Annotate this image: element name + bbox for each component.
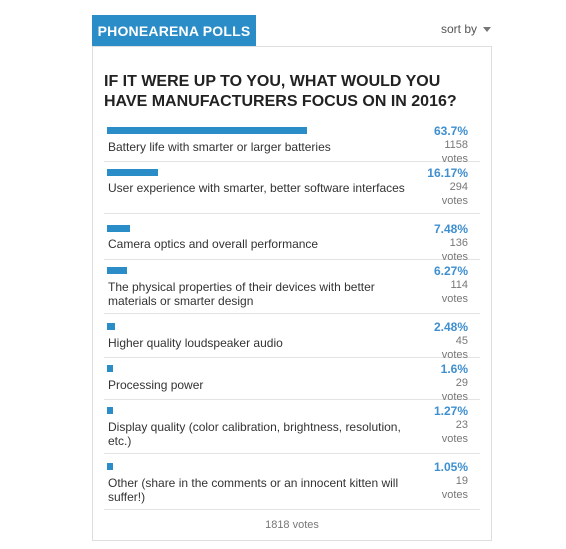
poll-option-bar bbox=[107, 169, 158, 176]
poll-option-bar bbox=[107, 225, 130, 232]
poll-question: IF IT WERE UP TO YOU, WHAT WOULD YOU HAV… bbox=[104, 73, 457, 110]
poll-option-votes: 45 votes bbox=[441, 335, 468, 361]
poll-option-label: Display quality (color calibration, brig… bbox=[108, 420, 401, 448]
poll-option-bar bbox=[107, 463, 113, 470]
poll-option-label: Camera optics and overall performance bbox=[108, 237, 319, 251]
poll-option[interactable]: Higher quality loudspeaker audio 2.48% 4… bbox=[104, 320, 480, 361]
poll-option-label: The physical properties of their devices… bbox=[108, 280, 375, 308]
poll-option-bar bbox=[107, 407, 113, 414]
poll-option-percent: 16.17% bbox=[427, 166, 468, 180]
poll-option-label: Battery life with smarter or larger batt… bbox=[108, 140, 331, 154]
poll-option-votes: 136 votes bbox=[441, 237, 468, 263]
poll-option-label: Other (share in the comments or an innoc… bbox=[108, 476, 399, 504]
poll-option-bar bbox=[107, 365, 113, 372]
poll-option-votes: 114 votes bbox=[441, 279, 468, 305]
poll-option-percent: 63.7% bbox=[433, 124, 468, 138]
sort-label: sort by bbox=[441, 22, 478, 36]
poll-option-percent: 1.6% bbox=[440, 362, 468, 376]
poll-option-votes: 294 votes bbox=[441, 181, 468, 207]
poll-option[interactable]: Battery life with smarter or larger batt… bbox=[104, 124, 480, 165]
poll-option[interactable]: The physical properties of their devices… bbox=[104, 264, 480, 314]
poll-option-percent: 6.27% bbox=[433, 264, 468, 278]
polls-badge: PHONEARENA POLLS bbox=[92, 15, 256, 46]
poll-option-percent: 7.48% bbox=[433, 222, 468, 236]
poll-option-votes: 23 votes bbox=[441, 419, 468, 445]
poll-option-votes: 1158 votes bbox=[441, 139, 468, 165]
total-votes: 1818 votes bbox=[265, 519, 319, 531]
poll-option-bar bbox=[107, 127, 307, 134]
poll-option-votes: 19 votes bbox=[441, 475, 468, 501]
sort-dropdown[interactable]: sort by bbox=[441, 22, 492, 36]
poll-card: IF IT WERE UP TO YOU, WHAT WOULD YOU HAV… bbox=[92, 46, 492, 541]
poll-option-bar bbox=[107, 267, 127, 274]
poll-option-percent: 1.27% bbox=[433, 404, 468, 418]
poll-option-label: User experience with smarter, better sof… bbox=[108, 181, 405, 195]
poll-option-label: Higher quality loudspeaker audio bbox=[108, 336, 283, 350]
poll-option[interactable]: Other (share in the comments or an innoc… bbox=[104, 460, 480, 510]
poll-option-votes: 29 votes bbox=[441, 377, 468, 403]
chevron-down-icon bbox=[483, 26, 492, 32]
poll-option[interactable]: User experience with smarter, better sof… bbox=[104, 166, 480, 214]
poll-option[interactable]: Camera optics and overall performance 7.… bbox=[104, 222, 480, 263]
poll-option[interactable]: Display quality (color calibration, brig… bbox=[104, 404, 480, 454]
poll-option-bar bbox=[107, 323, 115, 330]
poll-option-percent: 1.05% bbox=[433, 460, 468, 474]
poll-option[interactable]: Processing power 1.6% 29 votes bbox=[104, 362, 480, 403]
poll-option-label: Processing power bbox=[108, 378, 204, 392]
poll-option-percent: 2.48% bbox=[433, 320, 468, 334]
